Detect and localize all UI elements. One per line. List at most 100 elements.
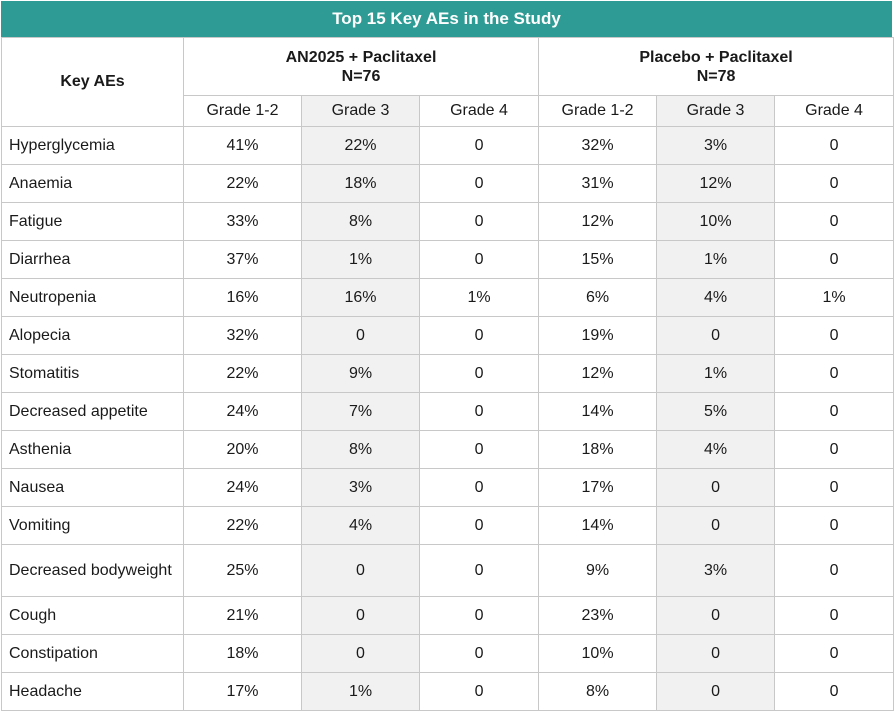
ae-name: Constipation	[1, 634, 184, 673]
ae-table: Key AEs AN2025 + Paclitaxel N=76 Placebo…	[1, 37, 895, 711]
ae-rate-cell: 0	[418, 164, 540, 203]
ae-rate-cell: 21%	[183, 596, 302, 635]
ae-rate-cell: 0	[418, 392, 540, 431]
ae-rate-cell: 10%	[656, 202, 776, 241]
ae-rate-cell: 14%	[538, 392, 658, 431]
group-header-row: Key AEs AN2025 + Paclitaxel N=76 Placebo…	[1, 37, 895, 127]
ae-rate-cell: 18%	[301, 164, 420, 203]
ae-rate-cell: 0	[418, 430, 540, 469]
ae-rate-cell: 0	[774, 544, 895, 597]
ae-rate-cell: 12%	[538, 202, 658, 241]
ae-rate-cell: 19%	[538, 316, 658, 355]
ae-name: Fatigue	[1, 202, 184, 241]
ae-name: Diarrhea	[1, 240, 184, 279]
ae-rate-cell: 1%	[656, 240, 776, 279]
ae-rate-cell: 0	[418, 316, 540, 355]
ae-name: Anaemia	[1, 164, 184, 203]
key-aes-header: Key AEs	[1, 37, 184, 127]
ae-rate-cell: 22%	[183, 164, 302, 203]
table-row: Nausea 24% 3% 0 17% 0 0	[1, 468, 895, 507]
ae-rate-cell: 0	[774, 164, 895, 203]
ae-rate-cell: 12%	[538, 354, 658, 393]
ae-rate-cell: 0	[418, 202, 540, 241]
ae-rate-cell: 0	[418, 126, 540, 165]
ae-rate-cell: 18%	[183, 634, 302, 673]
placebo-group-header: Placebo + Paclitaxel N=78	[538, 37, 895, 96]
ae-rate-cell: 3%	[656, 544, 776, 597]
ae-rate-cell: 16%	[301, 278, 420, 317]
table-row: Decreased bodyweight 25% 0 0 9% 3% 0	[1, 544, 895, 597]
ae-rate-cell: 0	[418, 506, 540, 545]
ae-rate-cell: 0	[301, 544, 420, 597]
table-row: Diarrhea 37% 1% 0 15% 1% 0	[1, 240, 895, 279]
grade-header-row: Grade 1-2 Grade 3 Grade 4 Grade 1-2 Grad…	[2, 95, 895, 127]
table-row: Headache 17% 1% 0 8% 0 0	[1, 672, 895, 711]
ae-rate-cell: 1%	[301, 240, 420, 279]
ae-rate-cell: 22%	[301, 126, 420, 165]
grade-header: Grade 4	[774, 95, 895, 127]
ae-rate-cell: 3%	[656, 126, 776, 165]
ae-name: Stomatitis	[1, 354, 184, 393]
ae-rate-cell: 0	[774, 316, 895, 355]
table-row: Constipation 18% 0 0 10% 0 0	[1, 634, 895, 673]
ae-rate-cell: 0	[418, 544, 540, 597]
table-row: Alopecia 32% 0 0 19% 0 0	[1, 316, 895, 355]
ae-name: Alopecia	[1, 316, 184, 355]
ae-rate-cell: 32%	[183, 316, 302, 355]
ae-rate-cell: 9%	[301, 354, 420, 393]
grade-header: Grade 3	[301, 95, 420, 127]
ae-rate-cell: 17%	[538, 468, 658, 507]
ae-rate-cell: 0	[774, 506, 895, 545]
ae-rate-cell: 0	[418, 468, 540, 507]
group-n: N=76	[341, 67, 381, 85]
ae-rate-cell: 7%	[301, 392, 420, 431]
table-row: Neutropenia 16% 16% 1% 6% 4% 1%	[1, 278, 895, 317]
ae-rate-cell: 0	[656, 596, 776, 635]
ae-rate-cell: 0	[418, 634, 540, 673]
ae-rate-cell: 0	[774, 126, 895, 165]
ae-rate-cell: 1%	[656, 354, 776, 393]
ae-rate-cell: 31%	[538, 164, 658, 203]
ae-rate-cell: 12%	[656, 164, 776, 203]
ae-name: Nausea	[1, 468, 184, 507]
ae-rate-cell: 0	[301, 634, 420, 673]
ae-rate-cell: 1%	[774, 278, 895, 317]
table-row: Decreased appetite 24% 7% 0 14% 5% 0	[1, 392, 895, 431]
ae-rate-cell: 1%	[301, 672, 420, 711]
grade-header: Grade 1-2	[183, 95, 302, 127]
group-name: AN2025 + Paclitaxel	[285, 48, 437, 66]
ae-rate-cell: 0	[301, 316, 420, 355]
ae-rate-cell: 25%	[183, 544, 302, 597]
ae-rate-cell: 5%	[656, 392, 776, 431]
ae-rate-cell: 0	[656, 316, 776, 355]
group-name: Placebo + Paclitaxel	[639, 48, 793, 66]
ae-rate-cell: 0	[774, 634, 895, 673]
ae-rate-cell: 10%	[538, 634, 658, 673]
ae-rate-cell: 18%	[538, 430, 658, 469]
table-title: Top 15 Key AEs in the Study	[1, 1, 892, 37]
treatment-group-header: AN2025 + Paclitaxel N=76	[182, 37, 540, 96]
ae-name: Hyperglycemia	[1, 126, 184, 165]
ae-name: Headache	[1, 672, 184, 711]
ae-rate-cell: 15%	[538, 240, 658, 279]
grade-header: Grade 4	[418, 95, 540, 127]
table-row: Cough 21% 0 0 23% 0 0	[1, 596, 895, 635]
ae-rate-cell: 37%	[183, 240, 302, 279]
ae-table-body: Hyperglycemia 41% 22% 0 32% 3% 0 Anaemia 22% 18% 0…	[1, 126, 895, 711]
ae-rate-cell: 24%	[183, 392, 302, 431]
table-row: Hyperglycemia 41% 22% 0 32% 3% 0	[1, 126, 895, 165]
ae-rate-cell: 0	[774, 430, 895, 469]
ae-rate-cell: 22%	[183, 354, 302, 393]
ae-rate-cell: 8%	[538, 672, 658, 711]
group-n: N=78	[696, 67, 736, 85]
ae-rate-cell: 16%	[183, 278, 302, 317]
ae-rate-cell: 0	[418, 354, 540, 393]
ae-name: Decreased appetite	[1, 392, 184, 431]
ae-rate-cell: 4%	[656, 278, 776, 317]
ae-rate-cell: 33%	[183, 202, 302, 241]
table-row: Stomatitis 22% 9% 0 12% 1% 0	[1, 354, 895, 393]
ae-rate-cell: 0	[656, 468, 776, 507]
ae-rate-cell: 0	[774, 202, 895, 241]
ae-rate-cell: 0	[301, 596, 420, 635]
